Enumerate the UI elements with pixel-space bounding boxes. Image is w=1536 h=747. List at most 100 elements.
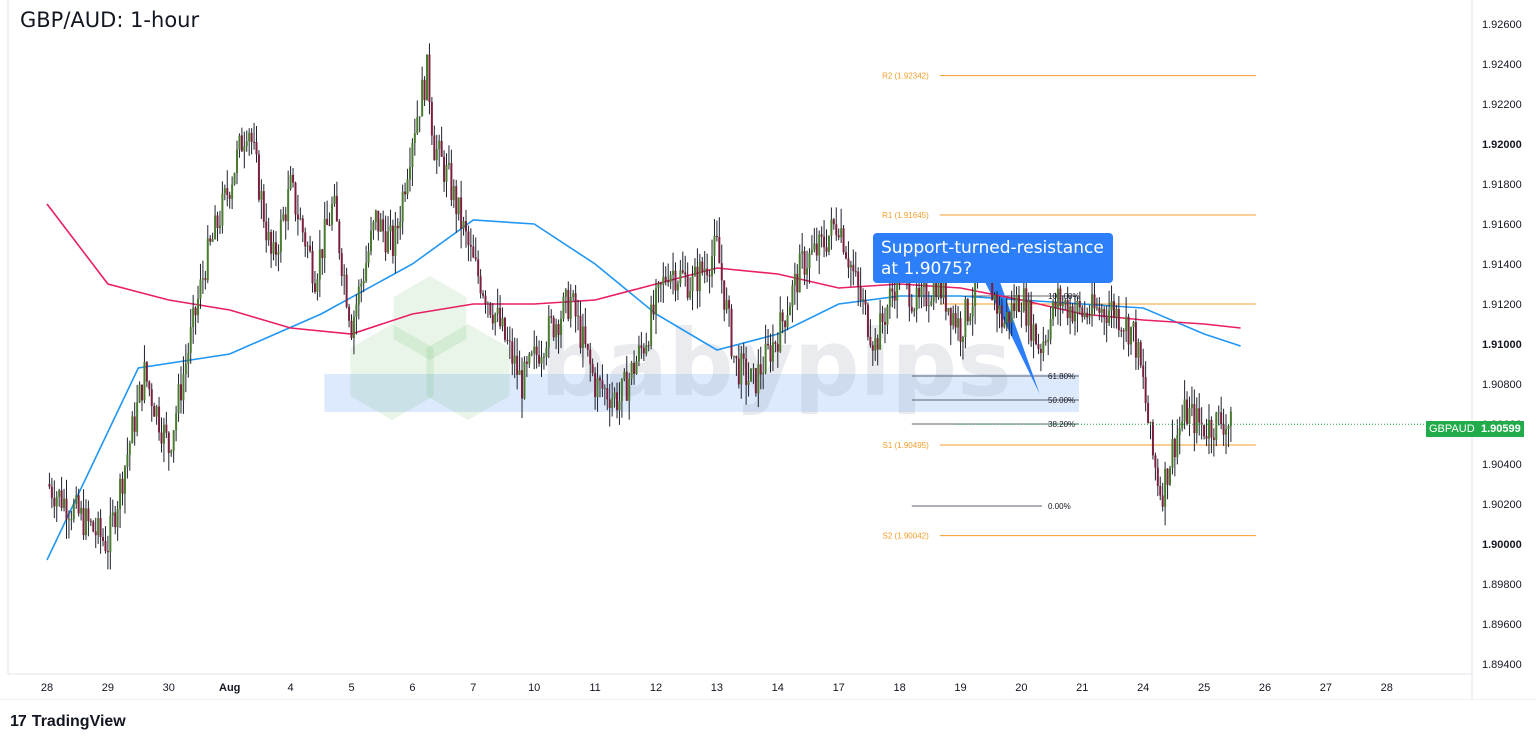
candle-body — [194, 307, 197, 316]
candle-body — [513, 355, 516, 364]
y-tick-label: 1.90200 — [1482, 499, 1522, 511]
candle-body — [674, 270, 677, 291]
candle-body — [197, 298, 200, 316]
candle-body — [620, 378, 623, 402]
candle-body — [1095, 307, 1098, 309]
candle-body — [231, 184, 234, 199]
x-tick-label: 20 — [1015, 682, 1027, 694]
candle-body — [849, 264, 852, 268]
candle-body — [411, 143, 414, 168]
candle-body — [508, 340, 511, 342]
candle-body — [598, 378, 601, 381]
candle-body — [586, 344, 589, 350]
candle-body — [189, 327, 192, 353]
x-tick-label: 28 — [41, 682, 53, 694]
candle-body — [608, 399, 611, 409]
candle-body — [340, 253, 343, 276]
candle-body — [1069, 306, 1072, 319]
candle-body — [847, 258, 850, 268]
candle-body — [265, 221, 268, 241]
candle-body — [845, 252, 848, 259]
candle-body — [728, 300, 731, 309]
candle-body — [754, 368, 757, 394]
candle-body — [1103, 309, 1106, 318]
candle-body — [153, 405, 156, 417]
candle-body — [162, 424, 165, 444]
candle-body — [145, 362, 148, 382]
candle-body — [1122, 330, 1125, 332]
candle-body — [404, 191, 407, 195]
x-tick-label: 7 — [470, 682, 476, 694]
candle-body — [479, 276, 482, 294]
candle-body — [1017, 294, 1020, 312]
candle-body — [640, 345, 643, 349]
candle-body — [1225, 428, 1228, 435]
candle-body — [1125, 316, 1128, 332]
candle-body — [343, 274, 346, 276]
candle-body — [65, 498, 68, 520]
candle-body — [1215, 412, 1218, 441]
candle-body — [447, 163, 450, 165]
candle-body — [667, 281, 670, 283]
candle-body — [538, 355, 541, 364]
candle-body — [63, 498, 66, 508]
candle-body — [779, 312, 782, 352]
candle-body — [774, 342, 777, 344]
candle-body — [581, 326, 584, 349]
candle-body — [518, 370, 521, 375]
candle-body — [1039, 348, 1042, 354]
price-chart[interactable]: babypips R2 (1.92342) R1 (1.91645) S1 (1.9… — [0, 0, 1536, 700]
candle-body — [691, 275, 694, 292]
candle-body — [413, 133, 416, 144]
candle-body — [119, 478, 122, 509]
candle-body — [267, 231, 270, 241]
candle-body — [616, 392, 619, 411]
candle-body — [942, 279, 945, 299]
babypips-watermark: babypips — [350, 276, 1012, 420]
candle-body — [450, 163, 453, 201]
candle-body — [223, 188, 226, 194]
symbol-tag: GBPAUD — [1426, 421, 1478, 437]
candle-body — [216, 215, 219, 228]
candle-body — [1071, 306, 1074, 322]
x-tick-label: 28 — [1381, 682, 1393, 694]
candle-body — [362, 280, 365, 284]
candle-body — [686, 274, 689, 298]
candle-body — [1181, 421, 1184, 429]
candle-body — [1037, 344, 1040, 349]
candle-body — [930, 301, 933, 306]
candle-body — [396, 225, 399, 229]
candle-body — [345, 274, 348, 307]
candle-body — [1217, 412, 1220, 414]
candle-body — [109, 515, 112, 553]
candle-body — [591, 364, 594, 374]
x-tick-label: Aug — [219, 682, 240, 694]
candle-body — [655, 288, 657, 315]
candle-body — [67, 519, 70, 521]
y-tick-label: 1.91400 — [1482, 259, 1522, 271]
candle-body — [940, 275, 943, 299]
moving-average-line — [46, 219, 1241, 561]
candle-body — [77, 495, 80, 514]
candle-body — [864, 299, 867, 305]
candle-body — [971, 305, 974, 317]
candle-body — [601, 380, 604, 389]
candle-body — [693, 266, 696, 276]
tradingview-footer[interactable]: 17 TradingView — [10, 713, 126, 731]
candle-body — [460, 197, 463, 229]
candle-body — [70, 519, 73, 521]
candle-body — [961, 337, 964, 342]
candle-body — [672, 270, 675, 275]
candle-body — [735, 355, 738, 359]
candle-body — [99, 518, 102, 537]
candle-body — [1144, 377, 1147, 404]
candle-body — [1003, 322, 1006, 328]
candle-body — [1059, 288, 1062, 307]
x-tick-label: 6 — [409, 682, 415, 694]
candle-body — [791, 285, 794, 307]
candle-body — [1190, 404, 1193, 409]
candle-body — [1210, 420, 1213, 438]
candle-body — [440, 140, 443, 157]
candle-body — [260, 191, 263, 200]
candle-body — [318, 249, 321, 280]
